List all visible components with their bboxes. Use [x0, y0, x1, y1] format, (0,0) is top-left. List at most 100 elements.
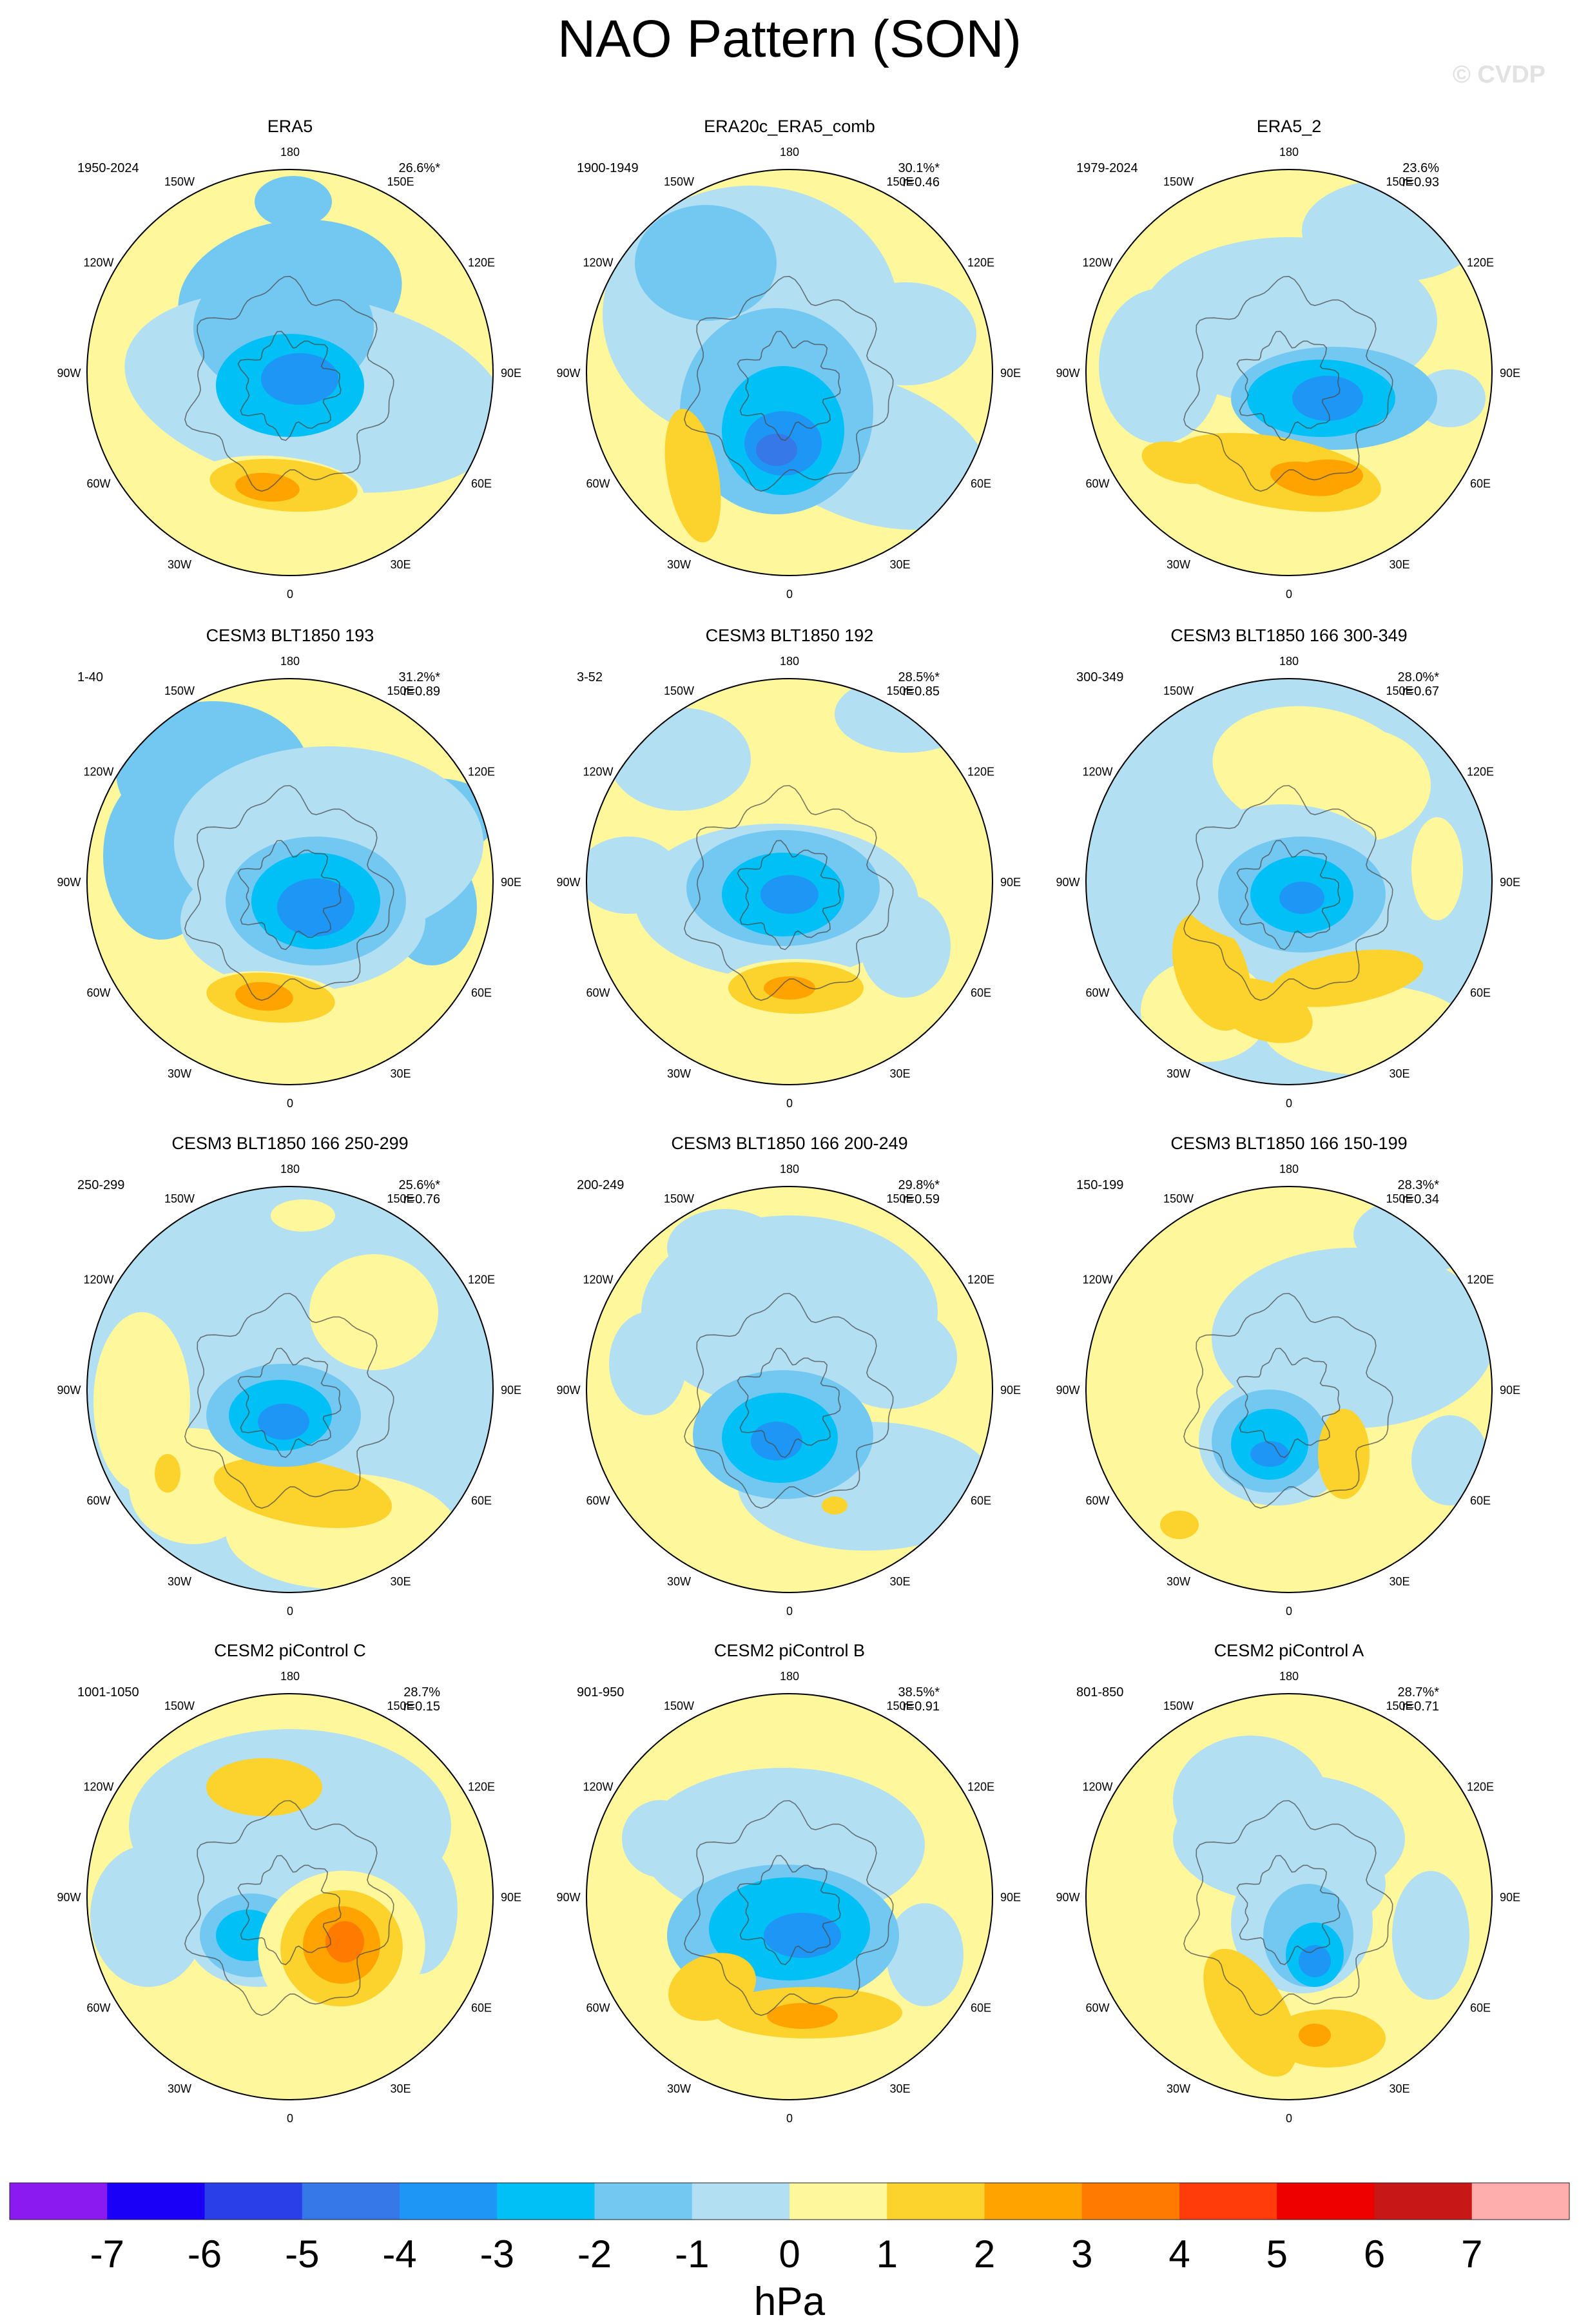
longitude-label: 120E	[967, 1273, 994, 1286]
longitude-label: 0	[1286, 2112, 1292, 2125]
longitude-label: 60W	[86, 1495, 110, 1507]
longitude-label: 120W	[83, 766, 113, 779]
longitude-label: 90W	[57, 1384, 81, 1397]
anomaly-contour	[764, 976, 815, 1000]
anomaly-contour	[1353, 1196, 1482, 1273]
panel-variance: 29.8%*	[898, 1178, 940, 1192]
anomaly-contour	[668, 411, 705, 476]
panel-title: CESM3 BLT1850 192	[706, 626, 874, 645]
longitude-label: 180	[780, 655, 799, 668]
longitude-label: 90E	[1500, 1384, 1520, 1397]
colorbar-swatch	[10, 2183, 108, 2220]
map-field	[1086, 679, 1492, 1085]
panel-period: 901-950	[577, 1685, 624, 1699]
anomaly-contour	[1141, 441, 1217, 484]
panel-period: 300-349	[1076, 670, 1123, 684]
longitude-label: 120E	[1467, 257, 1494, 269]
longitude-label: 60W	[1085, 987, 1109, 1000]
coastline	[684, 785, 894, 1001]
map-field	[586, 1186, 993, 1593]
colorbar-label: 1	[877, 2232, 898, 2276]
longitude-label: 90E	[501, 1891, 521, 1904]
longitude-label: 90E	[1000, 1384, 1021, 1397]
longitude-label: 60E	[1470, 987, 1491, 1000]
longitude-label: 180	[1279, 655, 1299, 668]
colorbar-label: 0	[779, 2232, 800, 2276]
panel-title: CESM3 BLT1850 166 300-349	[1170, 626, 1407, 645]
anomaly-contour	[1270, 949, 1424, 1007]
colorbar-swatch	[204, 2183, 303, 2220]
longitude-label: 180	[280, 1163, 300, 1176]
longitude-label: 150W	[664, 175, 694, 188]
anomaly-contour	[764, 1913, 841, 1958]
map-border	[86, 1693, 494, 2100]
longitude-label: 60W	[586, 987, 610, 1000]
longitude-label: 150E	[387, 684, 414, 697]
map-field	[1086, 1186, 1492, 1593]
longitude-label: 90W	[1056, 367, 1080, 380]
longitude-label: 30W	[667, 1067, 691, 1080]
anomaly-contour	[90, 1845, 206, 1987]
longitude-label: 150W	[164, 175, 195, 188]
anomaly-contour	[635, 205, 777, 321]
anomaly-contour	[1160, 1511, 1199, 1539]
panel-correlation: r=0.46	[903, 175, 940, 189]
longitude-label: 90W	[556, 367, 580, 380]
anomaly-contour	[622, 1800, 699, 1877]
map-border	[1085, 1693, 1493, 2100]
colorbar-swatch	[302, 2183, 400, 2220]
longitude-label: 90E	[501, 1384, 521, 1397]
anomaly-contour	[1299, 2024, 1331, 2047]
colorbar: -7 -6 -5 -4 -3 -2 -1 0 1 2 3 4 5 6 7	[9, 2182, 1570, 2276]
map-border	[86, 1186, 494, 1593]
coastline	[1183, 1800, 1393, 2016]
anomaly-contour	[1302, 179, 1482, 282]
longitude-label: 90E	[1000, 876, 1021, 889]
panel-period: 1900-1949	[577, 161, 639, 175]
colorbar-swatch	[107, 2183, 206, 2220]
panel-variance: 28.0%*	[1398, 670, 1440, 684]
longitude-label: 90W	[1056, 1891, 1080, 1904]
longitude-label: 150E	[886, 684, 913, 697]
watermark: © CVDP	[1453, 61, 1545, 88]
longitude-label: 60W	[86, 987, 110, 1000]
anomaly-contour	[206, 1758, 322, 1816]
longitude-label: 150W	[664, 1699, 694, 1712]
coastline	[684, 276, 894, 492]
longitude-label: 180	[1279, 1670, 1299, 1683]
longitude-label: 30W	[168, 1067, 191, 1080]
panel-period: 1950-2024	[77, 161, 139, 175]
longitude-label: 30W	[168, 1575, 191, 1588]
anomaly-contour	[767, 2003, 838, 2029]
panel-correlation: r=0.91	[903, 1699, 940, 1714]
map-field	[1086, 169, 1492, 576]
panel-variance: 30.1%*	[898, 161, 940, 175]
panel-period: 150-199	[1076, 1178, 1123, 1192]
longitude-label: 60W	[586, 2002, 610, 2015]
anomaly-contour	[609, 1312, 686, 1415]
map-border	[86, 169, 494, 576]
panel-1: ERA5 1950-2024 26.6%* 180 150E 120E 90E 60E 30E 0…	[57, 117, 521, 601]
longitude-label: 30W	[667, 1575, 691, 1588]
longitude-label: 30E	[390, 558, 411, 571]
anomaly-contour	[1099, 289, 1221, 443]
panel-period: 1979-2024	[1076, 161, 1138, 175]
longitude-label: 0	[1286, 1605, 1292, 1618]
anomaly-contour	[822, 1496, 848, 1515]
longitude-label: 120W	[1082, 257, 1112, 269]
panel-correlation: r=0.59	[903, 1192, 940, 1206]
panel-correlation: r=0.15	[403, 1699, 440, 1714]
longitude-label: 60W	[586, 478, 610, 490]
colorbar-label: -3	[480, 2232, 514, 2276]
panel-title: CESM2 piControl A	[1214, 1641, 1364, 1660]
anomaly-contour	[1250, 1441, 1289, 1467]
map-border	[1085, 678, 1493, 1085]
longitude-label: 90W	[556, 1891, 580, 1904]
longitude-label: 120W	[1082, 1273, 1112, 1286]
panel-variance: 28.7%	[403, 1685, 440, 1699]
longitude-label: 90W	[1056, 876, 1080, 889]
longitude-label: 90W	[556, 1384, 580, 1397]
longitude-label: 180	[280, 1670, 300, 1683]
anomaly-contour	[235, 472, 300, 502]
longitude-label: 60E	[971, 987, 991, 1000]
